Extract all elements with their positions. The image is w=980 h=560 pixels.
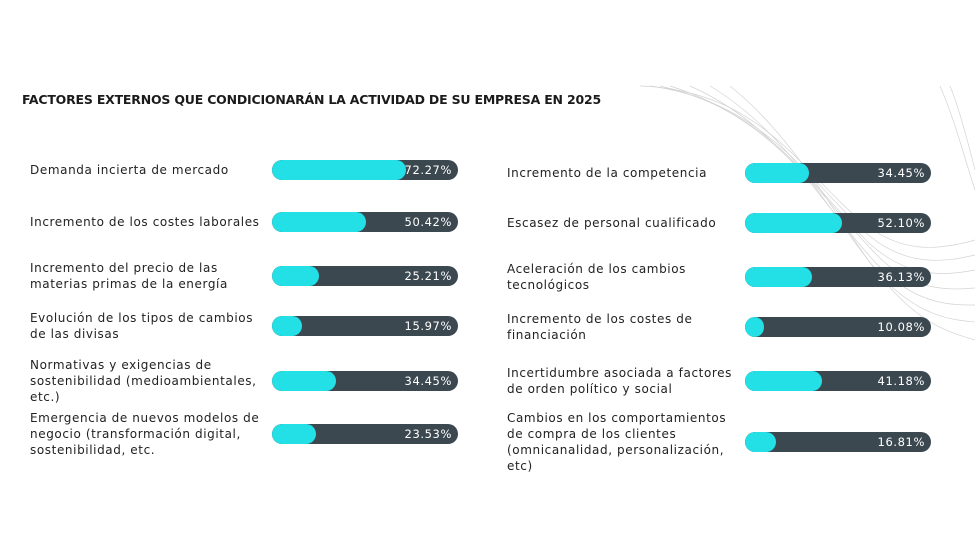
value-label: 34.45% <box>404 374 452 388</box>
bar-track: 41.18% <box>745 371 931 391</box>
value-label: 25.21% <box>404 269 452 283</box>
value-label: 15.97% <box>404 319 452 333</box>
chart-title: FACTORES EXTERNOS QUE CONDICIONARÁN LA A… <box>22 92 601 107</box>
category-label: Incremento de los costes laborales <box>30 215 260 229</box>
value-label: 72.27% <box>404 163 452 177</box>
bar-track: 52.10% <box>745 213 931 233</box>
category-label: Emergencia de nuevos modelos de negocio … <box>30 411 260 457</box>
bar-track: 50.42% <box>272 212 458 232</box>
bar-track: 16.81% <box>745 432 931 452</box>
value-label: 10.08% <box>877 320 925 334</box>
value-label: 23.53% <box>404 427 452 441</box>
bar <box>272 424 316 444</box>
bar-track: 34.45% <box>272 371 458 391</box>
bar <box>745 267 813 287</box>
bar <box>745 163 810 183</box>
bar <box>272 266 319 286</box>
category-label: Escasez de personal cualificado <box>507 216 717 230</box>
value-label: 50.42% <box>404 215 452 229</box>
category-label: Normativas y exigencias de sostenibilida… <box>30 358 257 404</box>
bar-track: 72.27% <box>272 160 458 180</box>
bar <box>272 316 302 336</box>
bar <box>272 371 337 391</box>
bar-track: 15.97% <box>272 316 458 336</box>
category-label: Cambios en los comportamientos de compra… <box>507 411 727 473</box>
category-label: Demanda incierta de mercado <box>30 163 229 177</box>
bar <box>272 160 407 180</box>
category-label: Incremento de la competencia <box>507 166 708 180</box>
bar <box>745 432 777 452</box>
value-label: 36.13% <box>877 270 925 284</box>
bar-track: 25.21% <box>272 266 458 286</box>
value-label: 41.18% <box>877 374 925 388</box>
category-label: Incremento de los costes de financiación <box>507 312 693 342</box>
category-label: Aceleración de los cambios tecnológicos <box>507 262 687 292</box>
bar <box>272 212 366 232</box>
bar-track: 34.45% <box>745 163 931 183</box>
category-label: Incertidumbre asociada a factores de ord… <box>507 366 733 396</box>
bar-track: 23.53% <box>272 424 458 444</box>
category-label: Incremento del precio de las materias pr… <box>30 261 228 291</box>
value-label: 16.81% <box>877 435 925 449</box>
bar-track: 10.08% <box>745 317 931 337</box>
bar-track: 36.13% <box>745 267 931 287</box>
category-label: Evolución de los tipos de cambios de las… <box>30 311 254 341</box>
bar <box>745 317 764 337</box>
value-label: 34.45% <box>877 166 925 180</box>
value-label: 52.10% <box>877 216 925 230</box>
bar <box>745 213 842 233</box>
bar <box>745 371 822 391</box>
